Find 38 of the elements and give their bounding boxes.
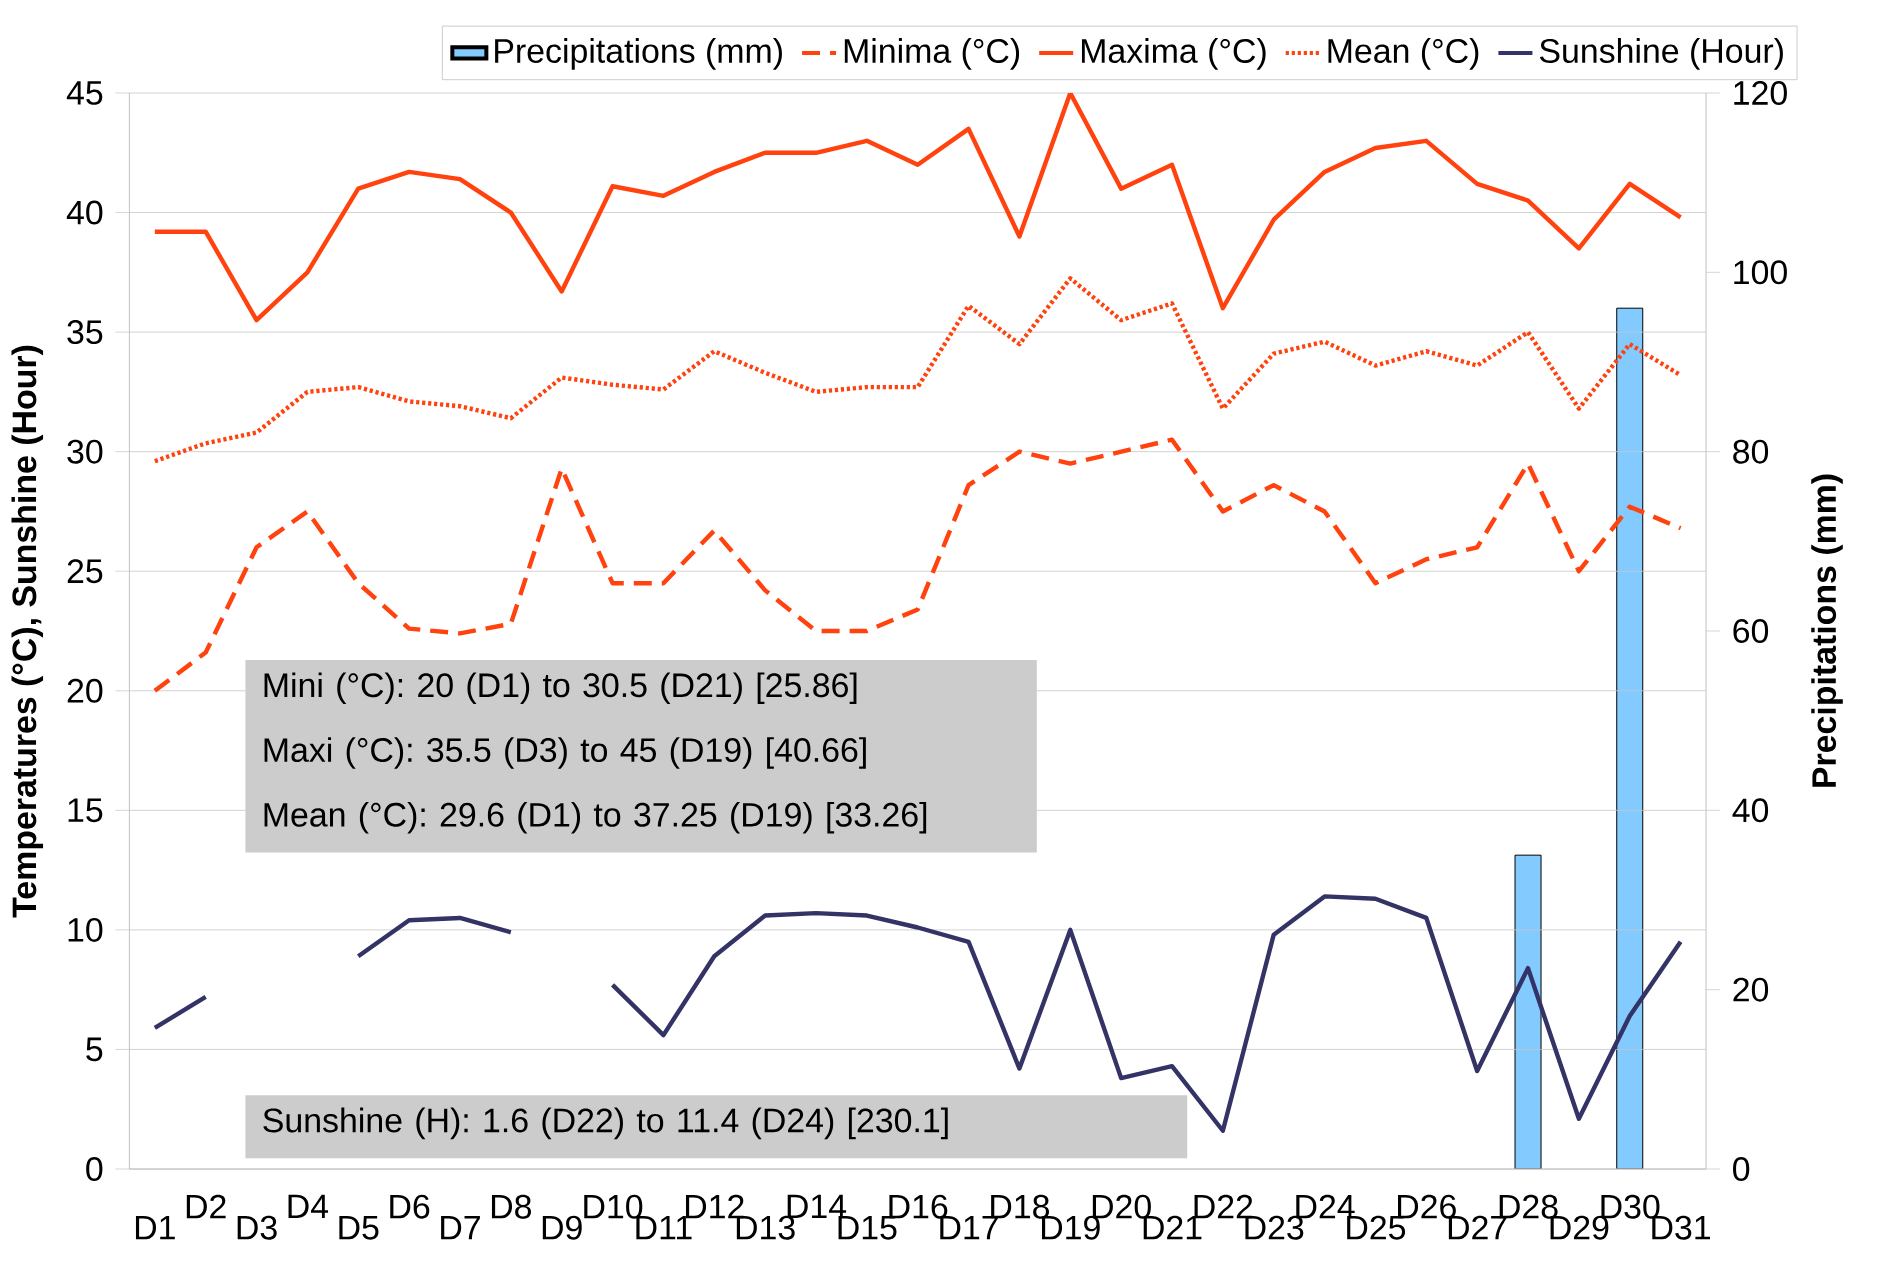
y-tick-label: 35 — [67, 320, 103, 345]
annotation: Sunshine (H): 1.6 (D22) to 11.4 (D24) [230.1] — [263, 1107, 948, 1140]
legend-label: Maxima (°C) — [1081, 38, 1266, 70]
x-tick-label: D7 — [441, 1216, 480, 1240]
annotation: Mean (°C): 29.6 (D1) to 37.25 (D19) [33.26] — [264, 801, 927, 834]
y2-tick-label: 20 — [1733, 977, 1769, 1002]
legend-label: Sunshine (Hour) — [1539, 38, 1783, 70]
legend-label: Minima (°C) — [844, 38, 1020, 70]
x-tick-label: D2 — [186, 1194, 226, 1219]
x-tick-label: D8 — [491, 1194, 532, 1219]
annotation: Mini (°C): 20 (D1) to 30.5 (D21) [25.86] — [264, 672, 857, 704]
y2-tick-label: 80 — [1733, 439, 1769, 464]
y-tick-label: 5 — [86, 1037, 103, 1062]
y2-axis-title: Precipitations (mm) — [1811, 474, 1843, 787]
y2-tick-label: 60 — [1733, 619, 1769, 643]
y-tick-label: 20 — [67, 678, 103, 703]
y-tick-label: 0 — [86, 1157, 103, 1181]
x-tick-label: D4 — [288, 1194, 329, 1218]
y2-tick-label: 0 — [1733, 1157, 1750, 1181]
y-tick-label: 30 — [67, 439, 103, 464]
x-tick-label: D6 — [390, 1194, 430, 1219]
y2-tick-label: 100 — [1734, 260, 1787, 285]
y-axis-title: Temperatures (°C), Sunshine (Hour) — [11, 345, 44, 918]
y-tick-label: 15 — [68, 798, 103, 823]
y-tick-label: 40 — [66, 200, 103, 225]
x-tick-label: D9 — [542, 1215, 582, 1240]
x-tick-label: D5 — [339, 1216, 379, 1240]
line-series — [152, 93, 1683, 323]
x-tick-label: D1 — [135, 1216, 175, 1240]
y2-tick-label: 120 — [1734, 80, 1787, 105]
annotation: Maxi (°C): 35.5 (D3) to 45 (D19) [40.66] — [264, 737, 866, 769]
y-tick-label: 45 — [66, 81, 103, 105]
legend-label: Mean (°C) — [1328, 38, 1479, 70]
y-tick-label: 25 — [67, 559, 103, 584]
y2-tick-label: 40 — [1732, 798, 1769, 823]
y-tick-label: 10 — [68, 917, 103, 942]
legend-label: Precipitations (mm) — [495, 38, 782, 70]
x-tick-label: D3 — [237, 1215, 277, 1240]
